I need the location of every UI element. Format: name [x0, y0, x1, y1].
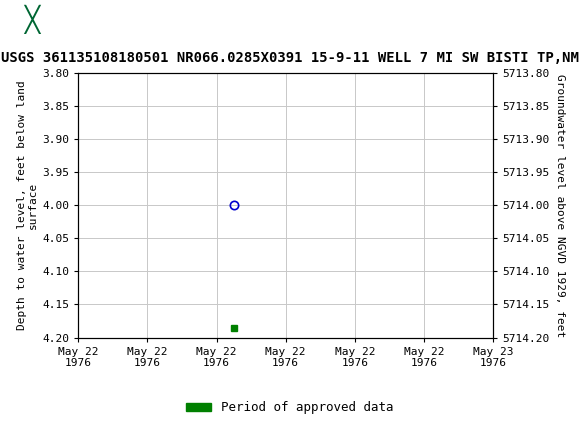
FancyBboxPatch shape: [6, 4, 58, 35]
Y-axis label: Depth to water level, feet below land
surface: Depth to water level, feet below land su…: [16, 80, 38, 330]
Text: USGS: USGS: [81, 10, 136, 28]
Y-axis label: Groundwater level above NGVD 1929, feet: Groundwater level above NGVD 1929, feet: [555, 74, 565, 337]
Text: USGS 361135108180501 NR066.0285X0391 15-9-11 WELL 7 MI SW BISTI TP,NM: USGS 361135108180501 NR066.0285X0391 15-…: [1, 51, 579, 65]
Text: ╳: ╳: [24, 5, 39, 34]
Legend: Period of approved data: Period of approved data: [181, 396, 399, 419]
